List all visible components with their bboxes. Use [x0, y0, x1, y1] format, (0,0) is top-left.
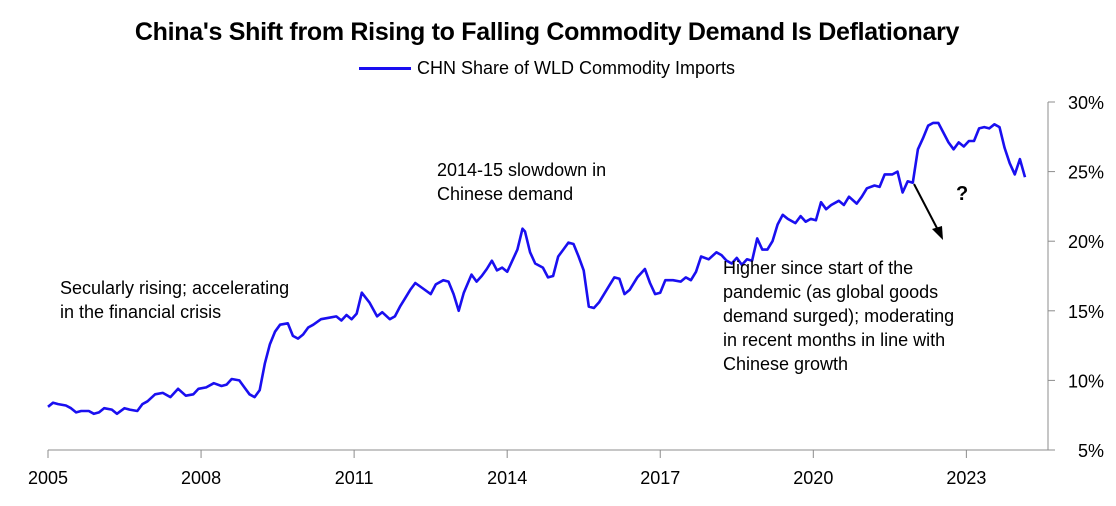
- x-tick-label-2008: 2008: [181, 468, 221, 488]
- x-tick-label-2023: 2023: [946, 468, 986, 488]
- annotation-arrow-head: [932, 226, 943, 240]
- annotation-question: ?: [956, 183, 969, 205]
- y-tick-label-30: 30%: [1068, 93, 1104, 113]
- annotation-secular: Secularly rising; accelerating in the fi…: [60, 278, 290, 322]
- x-tick-label-2014: 2014: [487, 468, 527, 488]
- y-tick-label-20: 20%: [1068, 232, 1104, 252]
- legend-label: CHN Share of WLD Commodity Imports: [416, 58, 736, 78]
- x-tick-label-2017: 2017: [640, 468, 680, 488]
- legend-swatch: [358, 67, 411, 70]
- legend: CHN Share of WLD Commodity Imports: [0, 58, 1094, 79]
- chart-title: China's Shift from Rising to Falling Com…: [134, 18, 960, 46]
- y-tick-label-10: 10%: [1068, 371, 1104, 391]
- y-tick-label-25: 25%: [1068, 163, 1104, 183]
- y-tick-label-5: 5%: [1078, 441, 1104, 461]
- series-line-0: [47, 121, 1027, 416]
- annotation-pandemic: Higher since start of the pandemic (as g…: [723, 258, 955, 374]
- x-tick-label-2020: 2020: [793, 468, 833, 488]
- y-tick-label-15: 15%: [1068, 302, 1104, 322]
- x-tick-label-2011: 2011: [335, 468, 374, 488]
- annotation-slowdown: 2014-15 slowdown in Chinese demand: [437, 160, 607, 204]
- x-tick-label-2005: 2005: [28, 468, 68, 488]
- annotation-arrow-line: [913, 183, 940, 233]
